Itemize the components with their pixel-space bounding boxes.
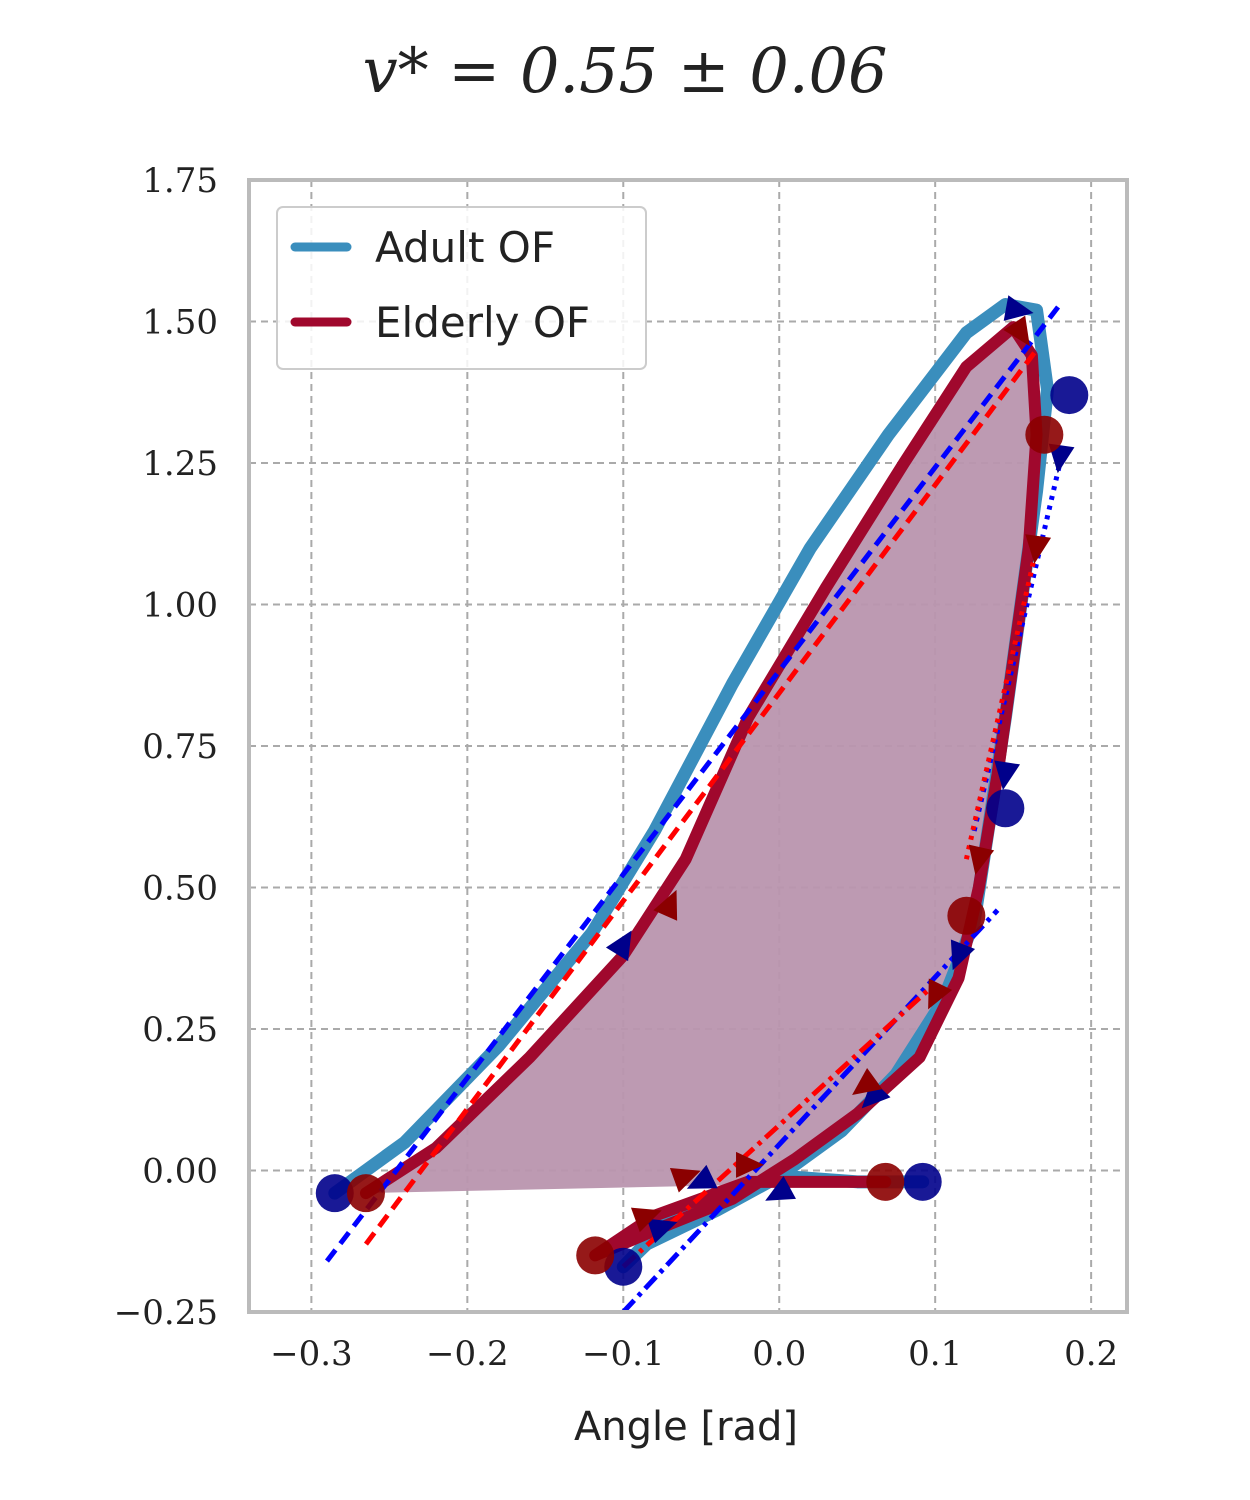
- direction-arrow-adult: [861, 1079, 891, 1109]
- fit-line-red-dashdot: [621, 981, 937, 1269]
- marker-point-elderly: [947, 896, 986, 935]
- y-tick-label: 0.75: [142, 727, 218, 767]
- y-tick-label: 0.50: [142, 869, 218, 909]
- direction-arrow-adult: [1048, 443, 1075, 474]
- marker-point-adult: [315, 1174, 354, 1213]
- direction-arrow-elderly: [630, 1207, 662, 1233]
- legend-label-elderly: Elderly OF: [375, 298, 590, 347]
- direction-arrow-elderly: [852, 1068, 883, 1095]
- marker-point-elderly: [866, 1162, 905, 1201]
- direction-arrow-adult: [765, 1175, 796, 1201]
- y-tick-label: 1.25: [142, 444, 218, 484]
- plot-frame: [247, 178, 1129, 1314]
- fit-line-blue-dashed: [324, 302, 1062, 1263]
- direction-arrow-adult: [994, 760, 1021, 791]
- direction-arrow-elderly: [928, 978, 953, 1010]
- x-tick-label: −0.2: [426, 1334, 509, 1374]
- y-tick-label: 1.00: [142, 586, 218, 626]
- legend-box: [276, 206, 647, 370]
- y-tick-label: 1.75: [142, 161, 218, 201]
- fit-line-blue-dashdot: [621, 908, 1000, 1314]
- legend: Adult OF Elderly OF: [276, 206, 647, 370]
- x-tick-label: −0.1: [582, 1334, 665, 1374]
- direction-arrow-elderly: [736, 1151, 765, 1178]
- legend-label-adult: Adult OF: [375, 223, 555, 272]
- loop-area: [365, 327, 1037, 1256]
- direction-arrow-elderly: [653, 889, 678, 921]
- y-tick-label: 0.00: [142, 1152, 218, 1192]
- marker-point-adult: [903, 1162, 942, 1201]
- marker-point-adult: [1050, 376, 1089, 415]
- direction-arrow-adult: [646, 1218, 678, 1244]
- hysteresis-fill: [365, 327, 1037, 1256]
- fit-line-red-dashed: [363, 348, 1039, 1246]
- direction-arrow-elderly: [1025, 534, 1052, 564]
- direction-arrow-adult: [1003, 295, 1034, 321]
- y-tick-label: 1.50: [142, 303, 218, 343]
- direction-arrow-adult: [605, 930, 632, 962]
- marker-point-adult: [986, 789, 1025, 828]
- fit-line-red-dotted: [963, 547, 1039, 860]
- x-axis-ticks: −0.3 −0.2 −0.1 0.0 0.1 0.2: [270, 1334, 1118, 1374]
- chart-title: v* = 0.55 ± 0.06: [363, 34, 888, 107]
- series-markers: [315, 295, 1089, 1286]
- direction-arrow-elderly: [968, 844, 995, 875]
- direction-arrow-adult: [686, 1164, 718, 1189]
- y-tick-label: −0.25: [114, 1293, 218, 1333]
- direction-arrow-elderly: [669, 1168, 701, 1193]
- direction-arrow-elderly: [1003, 315, 1030, 347]
- direction-arrow-adult: [950, 939, 976, 971]
- x-tick-label: 0.1: [908, 1334, 962, 1374]
- y-tick-label: 0.25: [142, 1010, 218, 1050]
- marker-point-elderly: [576, 1236, 615, 1275]
- marker-point-elderly: [346, 1174, 385, 1213]
- marker-point-elderly: [1025, 415, 1064, 454]
- x-tick-label: 0.2: [1064, 1334, 1118, 1374]
- y-axis-ticks: −0.25 0.00 0.25 0.50 0.75 1.00 1.25 1.50 1.75: [114, 161, 218, 1333]
- x-tick-label: −0.3: [270, 1334, 353, 1374]
- fit-lines: [324, 302, 1063, 1314]
- x-tick-label: 0.0: [752, 1334, 806, 1374]
- x-axis-label: Angle [rad]: [574, 1404, 798, 1450]
